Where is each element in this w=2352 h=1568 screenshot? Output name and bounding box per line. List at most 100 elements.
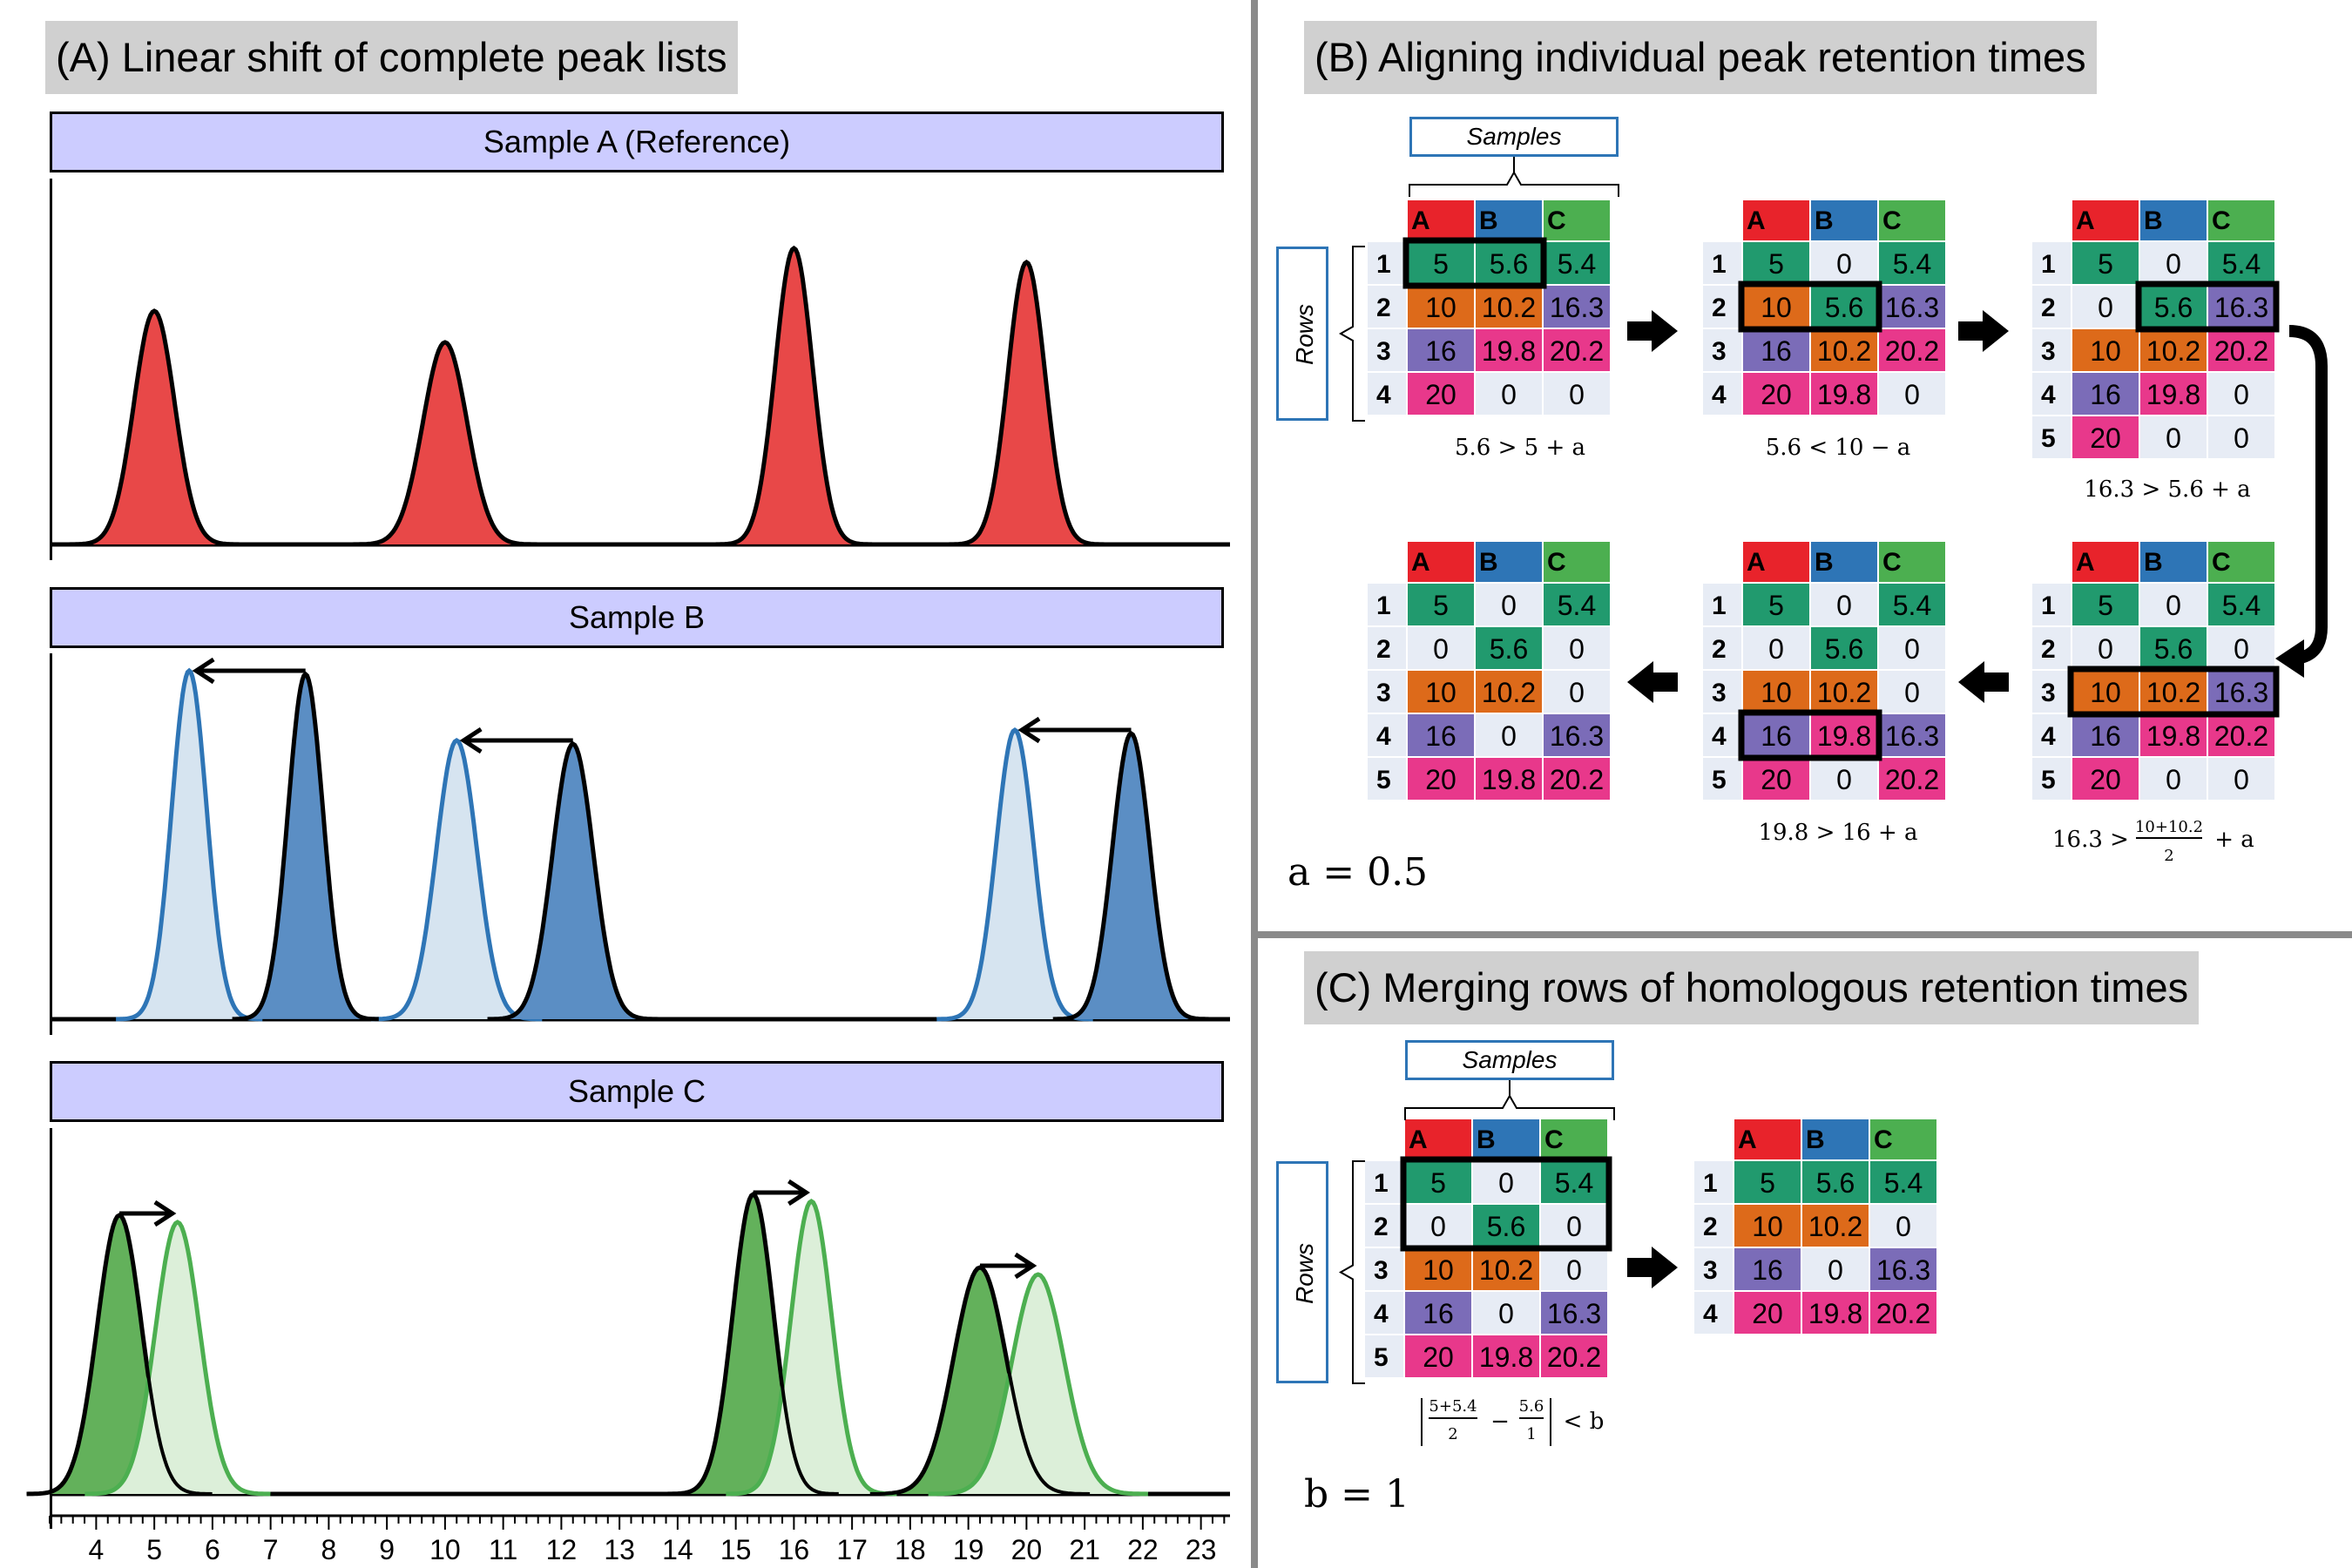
table-cell (1743, 758, 1809, 800)
x-tick-label: 14 (662, 1534, 693, 1565)
cell-value: 10 (1423, 1254, 1454, 1286)
cell-value: 5.6 (1825, 633, 1863, 665)
col-header-C (1544, 200, 1610, 240)
table-cell (1405, 1248, 1471, 1290)
shift-arrow-c-0-head (153, 1200, 177, 1227)
table-cell (1476, 242, 1542, 284)
col-header-C (2208, 542, 2274, 582)
table-cell (2072, 242, 2139, 284)
cell-value: 10 (1425, 677, 1456, 708)
table-cell (1743, 242, 1809, 284)
shift-arrow-c-2-head (1014, 1252, 1037, 1280)
row-number: 5 (1712, 766, 1727, 794)
table-cell (2208, 627, 2274, 669)
condition-b-4-prefix: 16.3 > (2052, 827, 2129, 853)
cell-value: 5.4 (1884, 1167, 1923, 1199)
peak-sample-c-shifted-2-line (928, 1272, 1148, 1497)
highlight-box (2067, 666, 2280, 718)
row-number-cell (2032, 329, 2071, 371)
table-b-3: A B C1 5 0 5.42 0 5.6 16.33 10 10.2 20.24 16 19.8 05 20… (2032, 200, 2280, 458)
x-tick-label: 6 (205, 1534, 220, 1565)
col-header-B (1802, 1119, 1869, 1159)
x-tick-label: 7 (263, 1534, 279, 1565)
table-cell (1476, 584, 1542, 625)
table-cell (2140, 242, 2207, 284)
table-cell (1802, 1292, 1869, 1334)
condition-b-4-suffix: + a (2214, 827, 2254, 853)
table-cell (1544, 242, 1610, 284)
cell-value: 5 (1430, 1167, 1446, 1199)
table-cell (1734, 1161, 1801, 1203)
cell-value: 0 (2098, 633, 2113, 665)
col-header-label: B (2144, 548, 2163, 577)
rows-label-c: Rows (1276, 1161, 1328, 1383)
x-tick-label: 5 (146, 1534, 162, 1565)
col-header-label: C (1547, 548, 1566, 577)
cell-value: 10 (1761, 677, 1792, 708)
col-header-C (1879, 542, 1945, 582)
table-b-5: A B C1 5 0 5.42 0 5.6 03 10 10.2 04 16 19.8 16.35 20 0 20… (1703, 542, 1945, 800)
cell-value: 19.8 (1482, 335, 1536, 367)
cell-value: 5 (1760, 1167, 1775, 1199)
sample-a-label: Sample A (Reference) (50, 112, 1224, 172)
cell-value: 10 (2090, 677, 2121, 708)
cell-value: 10.2 (1479, 1254, 1533, 1286)
cell-value: 0 (2166, 590, 2181, 621)
col-header-label: A (1411, 206, 1430, 235)
row-number-cell (1703, 627, 1741, 669)
cell-value: 0 (2166, 248, 2181, 280)
row-number-cell (1365, 1205, 1403, 1247)
row-number: 5 (1376, 766, 1391, 794)
cell-value: 5.6 (1825, 292, 1863, 323)
col-header-label: A (1747, 206, 1766, 235)
cell-value: 20 (2090, 764, 2121, 795)
row-number: 4 (1712, 722, 1727, 751)
cell-value: 0 (1836, 248, 1852, 280)
table-cell (1743, 714, 1809, 756)
x-tick-label: 4 (89, 1534, 105, 1565)
shift-arrow-b-2-head (1017, 716, 1041, 744)
cell-value: 0 (1896, 1211, 1911, 1242)
table-cell (1405, 1205, 1471, 1247)
col-header-label: A (1738, 1125, 1757, 1154)
cell-value: 19.8 (2146, 379, 2200, 410)
table-cell (1879, 584, 1945, 625)
cell-value: 5.6 (1816, 1167, 1855, 1199)
row-number-cell (2032, 627, 2071, 669)
cell-value: 10 (1752, 1211, 1783, 1242)
table-cell (2140, 373, 2207, 415)
table-cell (1879, 286, 1945, 328)
row-number: 1 (1712, 591, 1727, 620)
table-cell (1476, 627, 1542, 669)
cell-value: 5 (1768, 248, 1784, 280)
cell-value: 0 (1501, 720, 1517, 752)
x-tick-label: 20 (1011, 1534, 1043, 1565)
x-tick-label: 11 (489, 1534, 517, 1565)
x-tick-label: 22 (1127, 1534, 1159, 1565)
arrow-b-5 (1627, 661, 1678, 703)
row-number: 1 (2041, 250, 2056, 279)
table-cell (2208, 416, 2274, 458)
table-cell (1879, 373, 1945, 415)
cell-value: 16.3 (2214, 292, 2268, 323)
col-header-B (2140, 542, 2207, 582)
peak-sample-b-0-fill (232, 674, 379, 1019)
cell-value: 16.3 (1550, 292, 1604, 323)
cell-value: 0 (1836, 764, 1852, 795)
col-header-label: C (2212, 548, 2231, 577)
cell-value: 0 (1501, 590, 1517, 621)
col-header-B (1476, 200, 1542, 240)
table-cell (1811, 671, 1877, 713)
col-header-label: A (1411, 548, 1430, 577)
row-number-cell (1368, 329, 1406, 371)
cell-value: 0 (1904, 379, 1920, 410)
row-number: 1 (1712, 250, 1727, 279)
cell-value: 0 (1498, 1298, 1514, 1329)
table-cell (1544, 671, 1610, 713)
row-number: 3 (2041, 337, 2056, 366)
cell-value: 0 (1569, 379, 1585, 410)
arrow-b-3-curve (2288, 325, 2328, 665)
table-cell (2072, 714, 2139, 756)
cell-value: 20 (1761, 764, 1792, 795)
condition-b-4-den: 2 (2164, 847, 2173, 865)
